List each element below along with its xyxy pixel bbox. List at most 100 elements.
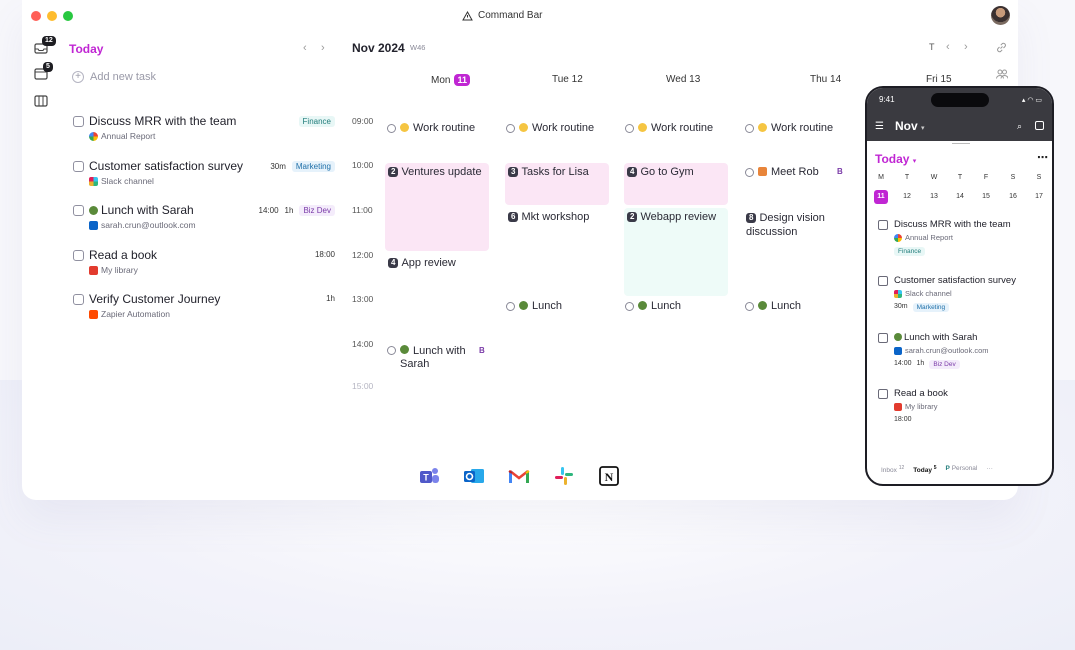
event-work-routine[interactable]: Work routine [625,122,713,134]
phone-calendar-icon[interactable] [1035,121,1044,130]
phone-date[interactable]: 14 [956,193,964,200]
phone-menu-icon[interactable]: ☰ [875,121,884,132]
task-checkbox[interactable] [73,161,84,172]
task-source: Slack channel [894,289,952,298]
tag-marketing: Marketing [912,303,950,312]
event-block-mkt-workshop[interactable]: 6 Mkt workshop [505,208,609,230]
phone-tab-inbox[interactable]: Inbox 12 [881,465,905,475]
event-checkbox[interactable] [745,302,754,311]
phone-date[interactable]: 12 [903,193,911,200]
event-block-webapp-review[interactable]: 2 Webapp review [624,208,728,296]
task-checkbox[interactable] [73,116,84,127]
slack-icon [894,289,902,298]
day-header-tue[interactable]: Tue 12 [552,74,583,85]
event-block-app-review[interactable]: 4 App review [385,254,489,276]
link-icon[interactable] [996,42,1007,53]
task-checkbox[interactable] [73,250,84,261]
event-lunch-with-sarah[interactable]: Lunch with [387,344,466,358]
smile-emoji-icon [758,123,767,132]
event-work-routine[interactable]: Work routine [387,122,475,134]
event-checkbox[interactable] [506,302,515,311]
phone-date[interactable]: 17 [1035,193,1043,200]
notion-icon: N [595,463,623,489]
event-checkbox[interactable] [625,302,634,311]
phone-tab-personal[interactable]: P Personal [945,465,978,472]
teams-icon: T [415,463,443,489]
event-checkbox[interactable] [745,168,754,177]
inbox-icon[interactable] [34,42,48,54]
today-shortcut-button[interactable]: T [929,42,935,52]
phone-date[interactable]: 15 [982,193,990,200]
phone-search-icon[interactable]: ⌕ [1017,121,1023,131]
task-item[interactable]: Lunch with Sarah sarah.crun@outlook.com … [73,203,335,233]
close-window-button[interactable] [31,11,41,21]
add-new-task-button[interactable]: + Add new task [72,71,156,83]
phone-drag-handle[interactable] [952,143,970,144]
phone-task-item[interactable]: Discuss MRR with the team Annual Report … [878,219,1046,261]
task-title: Read a book [89,248,158,262]
task-checkbox[interactable] [878,333,888,343]
task-item[interactable]: Customer satisfaction survey Slack chann… [73,159,335,189]
event-block-label: Webapp review [640,211,717,223]
phone-tab-more-icon[interactable]: ··· [986,465,993,472]
event-work-routine[interactable]: Work routine [506,122,594,134]
phone-more-icon[interactable]: ⋯ [1037,152,1048,164]
phone-month-selector[interactable]: Nov ▾ [895,119,925,133]
task-checkbox[interactable] [878,220,888,230]
people-icon[interactable] [996,69,1008,79]
day-header-wed[interactable]: Wed 13 [666,74,700,85]
event-block-tasks-for-lisa[interactable]: 3 Tasks for Lisa [505,163,609,205]
event-lunch[interactable]: Lunch [745,300,801,312]
phone-date[interactable]: 13 [930,193,938,200]
event-block-ventures-update[interactable]: 2 Ventures update [385,163,489,251]
phone-task-item[interactable]: Customer satisfaction survey Slack chann… [878,275,1046,317]
phone-date[interactable]: 16 [1009,193,1017,200]
library-icon [89,265,98,275]
event-lunch[interactable]: Lunch [625,300,681,312]
event-checkbox[interactable] [387,124,396,133]
day-header-fri[interactable]: Fri 15 [926,74,952,85]
day-header-thu[interactable]: Thu 14 [810,74,841,85]
event-number-badge: 2 [627,212,638,222]
task-title: Verify Customer Journey [89,292,221,306]
task-meta: 18:00 [894,416,912,423]
event-lunch[interactable]: Lunch [506,300,562,312]
task-item[interactable]: Read a book My library 18:00 [73,248,335,278]
zoom-window-button[interactable] [63,11,73,21]
phone-task-item[interactable]: Lunch with Sarah sarah.crun@outlook.com … [878,332,1046,374]
task-duration: 1h [916,360,925,367]
task-checkbox[interactable] [878,276,888,286]
command-bar-label: Command Bar [478,10,543,21]
next-day-chevron-icon[interactable]: › [321,42,325,54]
day-header-mon[interactable]: Mon 11 [431,74,470,86]
task-checkbox[interactable] [73,205,84,216]
event-work-routine[interactable]: Work routine [745,122,833,134]
board-view-icon[interactable] [34,95,48,107]
previous-day-chevron-icon[interactable]: ‹ [303,42,307,54]
task-checkbox[interactable] [73,294,84,305]
phone-tab-today[interactable]: Today 5 [913,465,937,475]
event-checkbox[interactable] [745,124,754,133]
task-duration: 1h [284,206,294,215]
command-bar[interactable]: Command Bar [462,10,542,21]
event-checkbox[interactable] [625,124,634,133]
avatar[interactable] [991,6,1010,25]
phone-weekday: F [983,174,989,181]
previous-week-chevron-icon[interactable]: ‹ [946,41,950,53]
event-checkbox[interactable] [387,346,396,355]
task-source: Annual Report [89,131,155,141]
event-checkbox[interactable] [506,124,515,133]
today-calendar-icon[interactable] [34,68,48,80]
next-week-chevron-icon[interactable]: › [964,41,968,53]
event-block-design-vision[interactable]: 8 Design vision discussion [743,208,847,248]
phone-task-item[interactable]: Read a book My library 18:00 [878,388,1046,430]
phone-status-icons: ▴ ◠ ▭ [1021,97,1042,104]
event-block-go-to-gym[interactable]: 4 Go to Gym [624,163,728,205]
minimize-window-button[interactable] [47,11,57,21]
phone-date-selected[interactable]: 11 [874,190,888,204]
event-meet-rob[interactable]: Meet Rob [745,166,819,178]
task-item[interactable]: Discuss MRR with the team Annual Report … [73,114,335,144]
phone-status-time: 9:41 [879,95,895,104]
task-checkbox[interactable] [878,389,888,399]
task-item[interactable]: Verify Customer Journey Zapier Automatio… [73,292,335,322]
